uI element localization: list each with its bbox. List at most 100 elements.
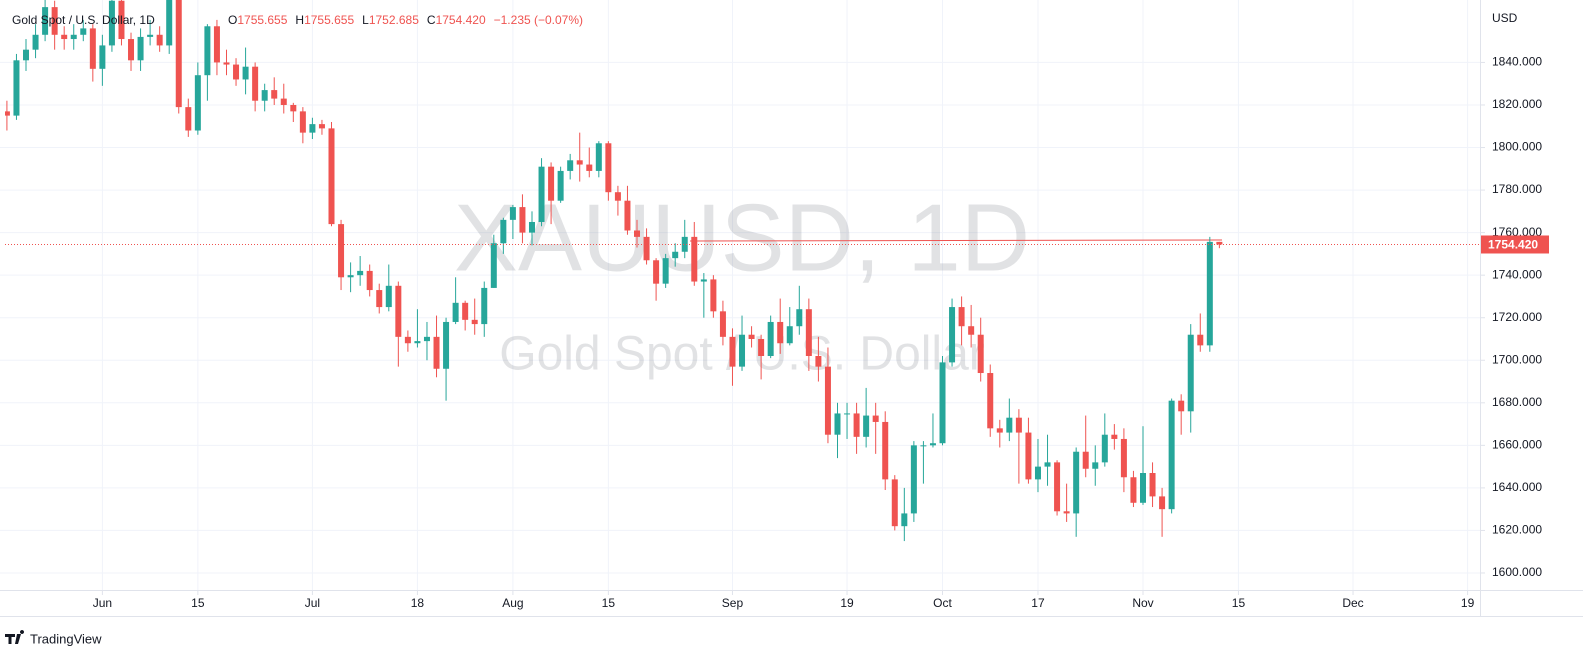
candle-body [672, 251, 679, 259]
candle-body [1149, 473, 1156, 497]
candle-body [1025, 432, 1032, 480]
candle-body [395, 285, 402, 337]
candle-body [280, 98, 287, 105]
x-tick-label: 15 [602, 596, 616, 610]
candle-body [968, 326, 975, 335]
y-tick-label: 1820.000 [1492, 97, 1542, 111]
ohlc-value: 1755.655 [304, 13, 354, 27]
x-tick-label: Oct [933, 596, 952, 610]
candle-body [80, 28, 87, 35]
candle-body [156, 34, 163, 46]
candle-body [99, 45, 106, 69]
x-tick-label: 15 [1232, 596, 1246, 610]
y-tick-label: 1640.000 [1492, 480, 1542, 494]
candle-body [987, 373, 994, 429]
ohlc-value: 1752.685 [369, 13, 419, 27]
candle-body [194, 75, 201, 131]
candle-body [882, 421, 889, 480]
candle-body [872, 415, 879, 422]
candle-body [452, 302, 459, 322]
brand-logo [5, 630, 25, 644]
candle-body [366, 270, 373, 291]
candle-body [949, 307, 956, 363]
candle-body [376, 290, 383, 308]
x-tick-label: 15 [191, 596, 205, 610]
candle-body [213, 26, 220, 63]
candle-body [414, 341, 421, 344]
candle-body [548, 166, 555, 201]
candle-body [385, 285, 392, 308]
candle-body [299, 111, 306, 133]
last-price-label: 1754.420 [1488, 238, 1538, 252]
candle-body [595, 143, 602, 171]
x-tick-label: Dec [1342, 596, 1363, 610]
y-tick-label: 1700.000 [1492, 352, 1542, 366]
candle-body [5, 111, 10, 116]
x-tick-label: 18 [411, 596, 425, 610]
brand: TradingView [5, 630, 102, 646]
candle-body [557, 170, 564, 201]
candle-body [910, 445, 917, 514]
candle-body [128, 39, 135, 61]
ohlc-key: L [362, 13, 369, 27]
candle-body [920, 445, 927, 447]
y-tick-label: 1760.000 [1492, 225, 1542, 239]
y-tick-label: 1680.000 [1492, 395, 1542, 409]
candle-body [796, 309, 803, 327]
candle-body [681, 236, 688, 252]
candle-body [1092, 462, 1099, 469]
candle-body [528, 221, 535, 233]
candle-body [70, 34, 77, 40]
candle-body [42, 7, 49, 35]
candle-body [1034, 466, 1041, 480]
candle-body [576, 160, 583, 165]
y-tick-label: 1660.000 [1492, 438, 1542, 452]
candle-body [729, 336, 736, 367]
candle-body [614, 192, 621, 201]
y-axis-label: USD [1492, 11, 1518, 25]
candle-body [1216, 241, 1223, 245]
candle-body [815, 356, 822, 367]
candle-body [252, 66, 259, 101]
candle-body [433, 336, 440, 369]
candle-body [1015, 417, 1022, 433]
candle-body [471, 319, 478, 325]
candle-body [777, 321, 784, 344]
candle-body [567, 160, 574, 171]
grid [0, 0, 1480, 590]
candle-body [1073, 451, 1080, 514]
candle-body [290, 104, 297, 112]
x-tick-label: Aug [502, 596, 523, 610]
candle-body [767, 321, 774, 356]
x-tick-label: 19 [1461, 596, 1475, 610]
candle-body [404, 336, 411, 344]
candle-body [223, 62, 230, 65]
candle-body [23, 49, 30, 61]
candle-body [710, 279, 717, 312]
candle-body [261, 90, 268, 101]
candle-body [863, 415, 870, 437]
candle-body [1111, 434, 1118, 439]
candle-body [939, 362, 946, 444]
candle-body [996, 428, 1003, 433]
candle-body [1044, 462, 1051, 467]
x-tick-label: 19 [840, 596, 854, 610]
candle-body [1139, 473, 1146, 503]
candle-body [748, 334, 755, 339]
candle-body [929, 443, 936, 446]
candle-body [891, 479, 898, 527]
candle-body [634, 230, 641, 237]
candle-body [423, 336, 430, 342]
candle-body [739, 334, 746, 367]
candle-body [662, 258, 669, 284]
candle-body [13, 60, 20, 116]
candle-body [137, 36, 144, 61]
y-tick-label: 1620.000 [1492, 523, 1542, 537]
y-tick-label: 1840.000 [1492, 55, 1542, 69]
candle-body [719, 311, 726, 337]
candle-body [118, 0, 125, 40]
x-tick-label: Nov [1132, 596, 1153, 610]
candle-body [1101, 434, 1108, 463]
candle-body [605, 143, 612, 193]
